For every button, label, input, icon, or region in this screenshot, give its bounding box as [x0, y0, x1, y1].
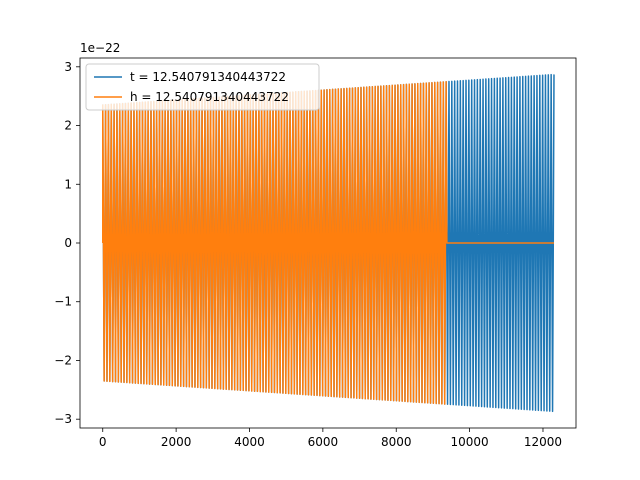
series-1	[102, 80, 554, 405]
y-tick-label: 0	[64, 236, 72, 250]
axes: 0 2000 4000 6000 8000 10000 12000 −3 −2 −1 0 1 2 3	[54, 57, 577, 449]
legend-label-1: h = 12.540791340443722	[130, 90, 289, 104]
x-tick-label: 0	[99, 435, 107, 449]
x-tick-label: 8000	[381, 435, 412, 449]
x-tick-label: 4000	[234, 435, 265, 449]
x-tick-label: 12000	[524, 435, 562, 449]
y-tick-label: −1	[54, 295, 72, 309]
x-tick-label: 6000	[308, 435, 339, 449]
x-tick-label: 2000	[161, 435, 192, 449]
y-tick-label: 2	[64, 119, 72, 133]
legend-label-0: t = 12.540791340443722	[130, 70, 286, 84]
legend-box	[85, 63, 320, 111]
series-line-1	[102, 80, 554, 405]
y-tick-label: 1	[64, 177, 72, 191]
y-tick-label: −3	[54, 412, 72, 426]
plot-area	[102, 73, 555, 413]
y-tick-label: −2	[54, 353, 72, 367]
legend: t = 12.540791340443722 h = 12.54079134044…	[85, 63, 320, 111]
x-tick-label: 10000	[451, 435, 489, 449]
y-axis-offset-label: 1e−22	[80, 41, 120, 55]
y-tick-label: 3	[64, 60, 72, 74]
